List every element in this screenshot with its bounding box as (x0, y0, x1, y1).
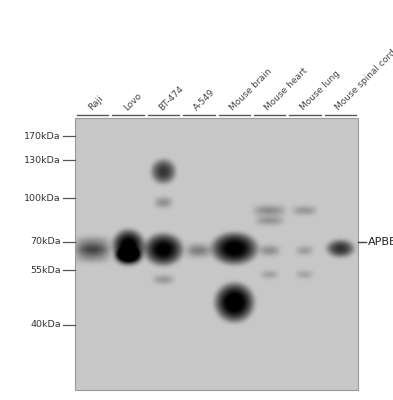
Text: 130kDa: 130kDa (24, 156, 61, 165)
Text: A-549: A-549 (193, 87, 217, 112)
Text: Mouse heart: Mouse heart (263, 66, 309, 112)
Text: 70kDa: 70kDa (30, 237, 61, 246)
Text: BT-474: BT-474 (157, 84, 185, 112)
Text: 55kDa: 55kDa (30, 266, 61, 275)
Text: 100kDa: 100kDa (24, 194, 61, 203)
Text: APBB1: APBB1 (368, 237, 393, 247)
Text: 40kDa: 40kDa (30, 320, 61, 329)
Bar (75, 118, 358, 390)
Text: Mouse spinal cord: Mouse spinal cord (334, 48, 393, 112)
Text: Mouse lung: Mouse lung (299, 69, 342, 112)
Text: Lovo: Lovo (122, 91, 143, 112)
Text: Mouse brain: Mouse brain (228, 66, 274, 112)
Text: 170kDa: 170kDa (24, 132, 61, 141)
Text: Raji: Raji (86, 94, 105, 112)
